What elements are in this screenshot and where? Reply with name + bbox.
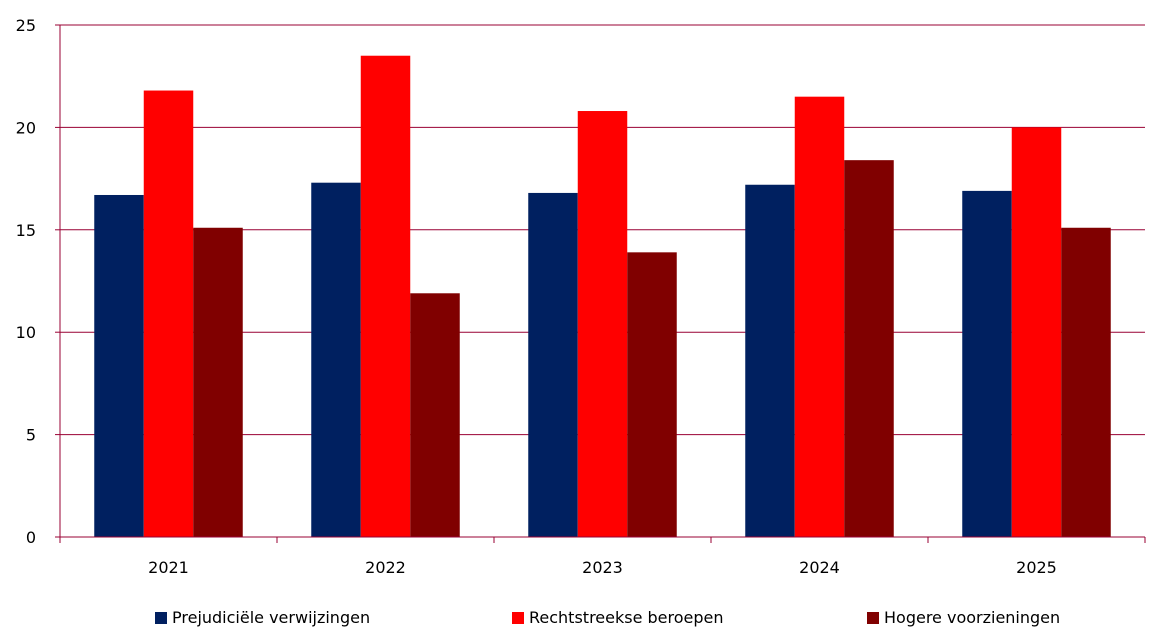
y-tick-label: 25 xyxy=(16,16,36,35)
bar xyxy=(410,293,460,537)
bar xyxy=(193,227,243,537)
bar xyxy=(627,252,677,537)
bars xyxy=(94,55,1111,538)
y-tick-label: 10 xyxy=(16,323,36,342)
y-tick-label: 5 xyxy=(26,426,36,445)
y-tick-label: 20 xyxy=(16,118,36,137)
legend-swatch xyxy=(155,611,167,624)
bar xyxy=(360,55,411,537)
bar xyxy=(311,182,361,538)
axes xyxy=(55,24,1146,543)
bar xyxy=(528,192,578,537)
legend-label: Rechtstreekse beroepen xyxy=(529,608,724,627)
legend: Prejudiciële verwijzingen Rechtstreekse b… xyxy=(0,604,1158,628)
bar xyxy=(745,184,795,537)
legend-swatch xyxy=(512,611,524,624)
legend-label: Prejudiciële verwijzingen xyxy=(172,608,371,627)
y-tick-label: 0 xyxy=(26,528,36,547)
x-tick-label: 2023 xyxy=(582,558,623,577)
x-axis-tick-labels: 2021 2022 2023 2024 2025 xyxy=(148,558,1057,577)
bar xyxy=(1061,227,1111,537)
x-tick-label: 2024 xyxy=(799,558,840,577)
bar xyxy=(1011,127,1062,538)
bar xyxy=(94,194,144,537)
legend-item: Rechtstreekse beroepen xyxy=(512,608,724,627)
x-tick-label: 2022 xyxy=(365,558,406,577)
x-tick-label: 2025 xyxy=(1016,558,1057,577)
bar xyxy=(577,111,628,538)
legend-swatch xyxy=(867,611,879,624)
bar xyxy=(844,160,894,537)
legend-item: Prejudiciële verwijzingen xyxy=(155,608,370,627)
x-tick-label: 2021 xyxy=(148,558,189,577)
bar xyxy=(143,90,194,537)
y-tick-label: 15 xyxy=(16,221,36,240)
legend-item: Hogere voorzieningen xyxy=(867,608,1060,627)
y-axis-tick-labels: 0 5 10 15 20 25 xyxy=(16,16,36,547)
bar xyxy=(794,96,845,538)
bar xyxy=(962,190,1012,537)
legend-label: Hogere voorzieningen xyxy=(884,608,1061,627)
